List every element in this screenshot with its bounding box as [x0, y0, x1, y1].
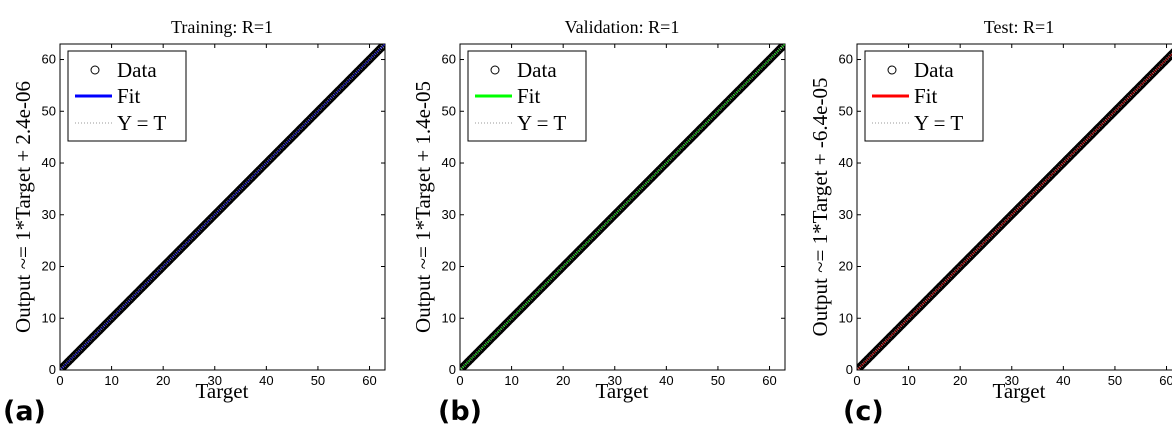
y-tick-label: 30 — [42, 207, 56, 222]
y-tick-label: 10 — [839, 310, 853, 325]
legend-label-data: Data — [117, 58, 157, 82]
data-point — [778, 44, 785, 51]
y-tick-label: 20 — [42, 259, 56, 274]
legend-label-identity: Y = T — [517, 111, 566, 135]
x-tick-label: 30 — [608, 373, 622, 388]
data-point — [1169, 48, 1172, 57]
y-axis-label: Output ~= 1*Target + 1.4e-05 — [411, 81, 435, 333]
x-tick-label: 40 — [259, 373, 273, 388]
data-point — [1167, 49, 1172, 59]
data-point — [776, 44, 785, 53]
y-tick-label: 10 — [442, 310, 456, 325]
panel-label: (b) — [438, 396, 482, 426]
panel-test: Test: R=1 0 10 20 30 40 50 60 0 10 20 30 40 50 60 Tar… — [808, 17, 1172, 426]
x-tick-label: 0 — [456, 373, 463, 388]
panel-training: Training: R=1 0 10 20 30 40 50 60 0 10 20 30 40 50 60… — [3, 17, 386, 426]
y-tick-label: 60 — [42, 52, 56, 67]
x-tick-label: 50 — [311, 373, 325, 388]
x-tick-label: 30 — [1005, 373, 1019, 388]
x-axis-label: Target — [596, 379, 649, 403]
y-tick-label: 40 — [442, 155, 456, 170]
y-tick-label: 30 — [839, 207, 853, 222]
chart-title: Training: R=1 — [171, 17, 273, 37]
chart-title: Validation: R=1 — [565, 17, 680, 37]
x-tick-label: 0 — [56, 373, 63, 388]
x-tick-label: 20 — [156, 373, 170, 388]
data-point — [378, 44, 385, 51]
data-layer — [460, 44, 785, 370]
fit-line — [857, 53, 1172, 370]
chart-title: Test: R=1 — [984, 17, 1054, 37]
fit-line — [460, 44, 785, 370]
data-layer — [60, 44, 385, 370]
y-axis-label: Output ~= 1*Target + -6.4e-05 — [808, 78, 832, 337]
legend-label-data: Data — [914, 58, 954, 82]
data-layer — [857, 48, 1172, 370]
x-tick-label: 0 — [853, 373, 860, 388]
y-tick-label: 50 — [839, 103, 853, 118]
x-tick-label: 60 — [1159, 373, 1172, 388]
x-tick-label: 60 — [362, 373, 376, 388]
legend-label-data: Data — [517, 58, 557, 82]
x-tick-label: 10 — [504, 373, 518, 388]
y-tick-label: 0 — [49, 362, 56, 377]
y-tick-label: 20 — [839, 259, 853, 274]
x-tick-label: 20 — [953, 373, 967, 388]
legend: Data Fit Y = T — [467, 50, 587, 142]
legend-data-marker — [887, 65, 897, 75]
x-tick-label: 50 — [711, 373, 725, 388]
legend-label-identity: Y = T — [117, 111, 166, 135]
y-tick-label: 60 — [442, 52, 456, 67]
legend-data-marker — [90, 65, 100, 75]
tick-layer: 0 10 20 30 40 50 60 0 10 20 30 40 50 60 — [442, 44, 785, 388]
panel-label: (a) — [3, 396, 46, 426]
x-axis-label: Target — [993, 379, 1046, 403]
x-tick-label: 10 — [901, 373, 915, 388]
y-tick-label: 10 — [42, 310, 56, 325]
y-tick-label: 30 — [442, 207, 456, 222]
y-tick-label: 0 — [846, 362, 853, 377]
y-tick-label: 20 — [442, 259, 456, 274]
y-tick-label: 40 — [42, 155, 56, 170]
y-tick-label: 60 — [839, 52, 853, 67]
tick-layer: 0 10 20 30 40 50 60 0 10 20 30 40 50 60 — [42, 44, 385, 388]
y-tick-label: 50 — [42, 103, 56, 118]
panel-label: (c) — [843, 396, 884, 426]
y-tick-label: 50 — [442, 103, 456, 118]
x-tick-label: 50 — [1108, 373, 1122, 388]
x-tick-label: 20 — [556, 373, 570, 388]
legend-label-fit: Fit — [117, 84, 141, 108]
legend-label-fit: Fit — [517, 84, 541, 108]
legend: Data Fit Y = T — [67, 50, 187, 142]
x-tick-label: 60 — [762, 373, 776, 388]
fit-line — [60, 44, 385, 370]
y-tick-label: 0 — [449, 362, 456, 377]
legend-data-marker — [490, 65, 500, 75]
x-axis-label: Target — [196, 379, 249, 403]
x-tick-label: 30 — [208, 373, 222, 388]
x-tick-label: 40 — [659, 373, 673, 388]
x-tick-label: 10 — [104, 373, 118, 388]
tick-layer: 0 10 20 30 40 50 60 0 10 20 30 40 50 60 — [839, 44, 1172, 388]
legend: Data Fit Y = T — [864, 50, 984, 142]
y-axis-label: Output ~= 1*Target + 2.4e-06 — [11, 81, 35, 333]
panel-validation: Validation: R=1 0 10 20 30 40 50 60 0 10 20 30 40 50… — [411, 17, 786, 426]
y-tick-label: 40 — [839, 155, 853, 170]
legend-label-identity: Y = T — [914, 111, 963, 135]
legend-label-fit: Fit — [914, 84, 938, 108]
x-tick-label: 40 — [1056, 373, 1070, 388]
data-point — [376, 44, 385, 53]
